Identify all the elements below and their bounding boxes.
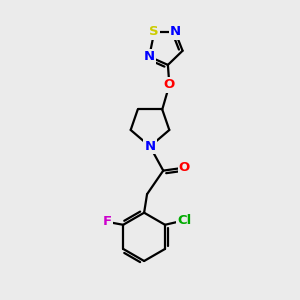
Text: N: N <box>169 26 181 38</box>
Text: N: N <box>144 50 155 63</box>
Text: N: N <box>144 140 156 153</box>
Text: Cl: Cl <box>177 214 191 227</box>
Text: F: F <box>102 215 112 228</box>
Text: O: O <box>164 78 175 92</box>
Text: O: O <box>179 161 190 174</box>
Text: S: S <box>149 26 159 38</box>
